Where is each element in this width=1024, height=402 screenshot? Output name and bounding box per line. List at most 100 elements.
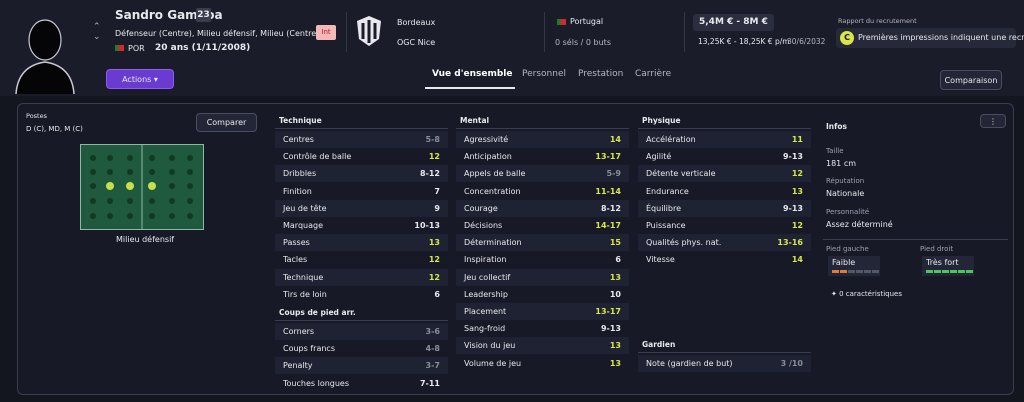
scout-text: Premières impressions indiquent une recr… bbox=[858, 33, 1024, 42]
attribute-row[interactable]: Courage 8-12 bbox=[456, 199, 629, 217]
divider bbox=[346, 12, 347, 52]
positions: Défenseur (Centre), Milieu défensif, Mil… bbox=[115, 29, 320, 38]
attribute-value: 8-12 bbox=[419, 169, 440, 179]
position-dot bbox=[187, 169, 193, 175]
attribute-row[interactable]: Contrôle de balle 12 bbox=[275, 148, 448, 165]
attribute-value: 12 bbox=[428, 255, 440, 265]
attribute-row[interactable]: Détente verticale 12 bbox=[638, 165, 811, 183]
position-dot bbox=[127, 198, 133, 204]
attribute-row[interactable]: Tirs de loin 6 bbox=[275, 286, 448, 303]
attribute-value: 13 bbox=[791, 186, 803, 196]
attribute-row[interactable]: Vitesse 14 bbox=[638, 251, 811, 268]
attribute-row[interactable]: Placement 13-17 bbox=[456, 303, 629, 320]
position-dot bbox=[90, 198, 96, 204]
attribute-row[interactable]: Tacles 12 bbox=[275, 251, 448, 268]
loan-club[interactable]: OGC Nice bbox=[397, 38, 436, 47]
attribute-row[interactable]: Qualités phys. nat. 13-16 bbox=[638, 234, 811, 252]
attribute-row[interactable]: Détermination 15 bbox=[456, 234, 629, 252]
attribute-value: 5-8 bbox=[425, 135, 440, 144]
position-dot bbox=[127, 169, 133, 175]
position-dot bbox=[90, 169, 96, 175]
group-title: Gardien bbox=[642, 340, 676, 349]
comparison-button[interactable]: Comparaison bbox=[940, 70, 1002, 90]
position-dot bbox=[149, 169, 155, 175]
attribute-value: 8-12 bbox=[600, 203, 621, 213]
attribute-name: Passes bbox=[283, 238, 310, 248]
attribute-row[interactable]: Jeu de tête 9 bbox=[275, 199, 448, 217]
tab[interactable]: Vue d'ensemble bbox=[432, 69, 513, 79]
nav-arrows[interactable]: ⌃ ⌄ bbox=[93, 22, 101, 42]
attribute-row[interactable]: Décisions 14-17 bbox=[456, 217, 629, 234]
tab[interactable]: Prestation bbox=[578, 69, 624, 79]
attribute-value: 12 bbox=[428, 272, 440, 282]
attribute-name: Leadership bbox=[464, 289, 508, 299]
attribute-row[interactable]: Vision du jeu 13 bbox=[456, 337, 629, 355]
attribute-name: Puissance bbox=[646, 221, 686, 230]
attribute-row[interactable]: Agilité 9-13 bbox=[638, 148, 811, 165]
attribute-name: Détente verticale bbox=[646, 169, 716, 179]
tab[interactable]: Carrière bbox=[635, 69, 672, 79]
attribute-row[interactable]: Appels de balle 5-9 bbox=[456, 165, 629, 183]
traits[interactable]: ✦ 0 caractéristiques bbox=[831, 290, 902, 298]
divider bbox=[638, 352, 811, 353]
position-dot bbox=[126, 182, 134, 190]
actions-button[interactable]: Actions ▾ bbox=[106, 69, 174, 89]
attribute-row[interactable]: Anticipation 13-17 bbox=[456, 148, 629, 165]
attribute-value: 14 bbox=[791, 255, 803, 265]
header: ⌃ ⌄ Sandro Gamboa 23 Défenseur (Centre), … bbox=[0, 0, 1024, 96]
attribute-name: Jeu de tête bbox=[283, 203, 327, 213]
attribute-row[interactable]: Inspiration 6 bbox=[456, 251, 629, 268]
position-dot bbox=[90, 155, 96, 161]
attribute-row[interactable]: Agressivité 14 bbox=[456, 131, 629, 148]
tab[interactable]: Personnel bbox=[522, 69, 566, 79]
attribute-row[interactable]: Équilibre 9-13 bbox=[638, 199, 811, 217]
position-dot bbox=[187, 155, 193, 161]
attribute-value: 14 bbox=[609, 135, 621, 144]
traits-label: 0 caractéristiques bbox=[839, 290, 902, 298]
attribute-value: 12 bbox=[791, 169, 803, 179]
attribute-name: Équilibre bbox=[646, 203, 681, 213]
attribute-row[interactable]: Marquage 10-13 bbox=[275, 217, 448, 234]
attribute-row[interactable]: Puissance 12 bbox=[638, 217, 811, 234]
position-dot bbox=[187, 213, 193, 219]
attribute-row[interactable]: Corners 3-6 bbox=[275, 323, 448, 340]
info-label: Pied gauche bbox=[826, 245, 869, 253]
attribute-row[interactable]: Coups francs 4-8 bbox=[275, 340, 448, 357]
attribute-value: 13 bbox=[428, 238, 440, 248]
attribute-value: 9-13 bbox=[782, 203, 803, 213]
flag bbox=[115, 45, 124, 51]
attribute-row[interactable]: Leadership 10 bbox=[456, 286, 629, 303]
flag bbox=[557, 19, 566, 25]
attribute-name: Anticipation bbox=[464, 152, 512, 162]
positions-list: D (C), MD, M (C) bbox=[26, 125, 83, 133]
attribute-value: 9-13 bbox=[782, 152, 803, 162]
attribute-row[interactable]: Note (gardien de but) 3 /10 bbox=[638, 355, 811, 372]
infos-button[interactable]: ⋮ bbox=[980, 114, 1006, 128]
attribute-row[interactable]: Accélération 11 bbox=[638, 131, 811, 148]
compare-button[interactable]: Comparer bbox=[196, 113, 257, 132]
attribute-name: Placement bbox=[464, 307, 507, 316]
scout-grade: C bbox=[840, 31, 854, 45]
club[interactable]: Bordeaux bbox=[397, 18, 436, 27]
attribute-row[interactable]: Passes 13 bbox=[275, 234, 448, 252]
attribute-row[interactable]: Touches longues 7-11 bbox=[275, 375, 448, 392]
scout-box[interactable] bbox=[836, 28, 1016, 48]
group-title: Physique bbox=[642, 116, 681, 125]
attribute-row[interactable]: Sang-froid 9-13 bbox=[456, 320, 629, 337]
attribute-name: Vision du jeu bbox=[464, 341, 516, 351]
attribute-row[interactable]: Technique 12 bbox=[275, 268, 448, 286]
attribute-row[interactable]: Jeu collectif 13 bbox=[456, 268, 629, 286]
attribute-value: 12 bbox=[791, 221, 803, 230]
caps: 0 séls / 0 buts bbox=[555, 38, 611, 47]
attribute-row[interactable]: Concentration 11-14 bbox=[456, 183, 629, 200]
tab-underline bbox=[425, 87, 515, 89]
attribute-name: Agilité bbox=[646, 152, 672, 162]
attribute-row[interactable]: Finition 7 bbox=[275, 183, 448, 200]
attribute-row[interactable]: Endurance 13 bbox=[638, 183, 811, 200]
attribute-row[interactable]: Dribbles 8-12 bbox=[275, 165, 448, 183]
attribute-value: 13-17 bbox=[595, 152, 621, 162]
attribute-row[interactable]: Penalty 3-7 bbox=[275, 357, 448, 375]
attribute-row[interactable]: Centres 5-8 bbox=[275, 131, 448, 148]
attribute-row[interactable]: Volume de jeu 13 bbox=[456, 355, 629, 372]
position-dot bbox=[169, 155, 175, 161]
